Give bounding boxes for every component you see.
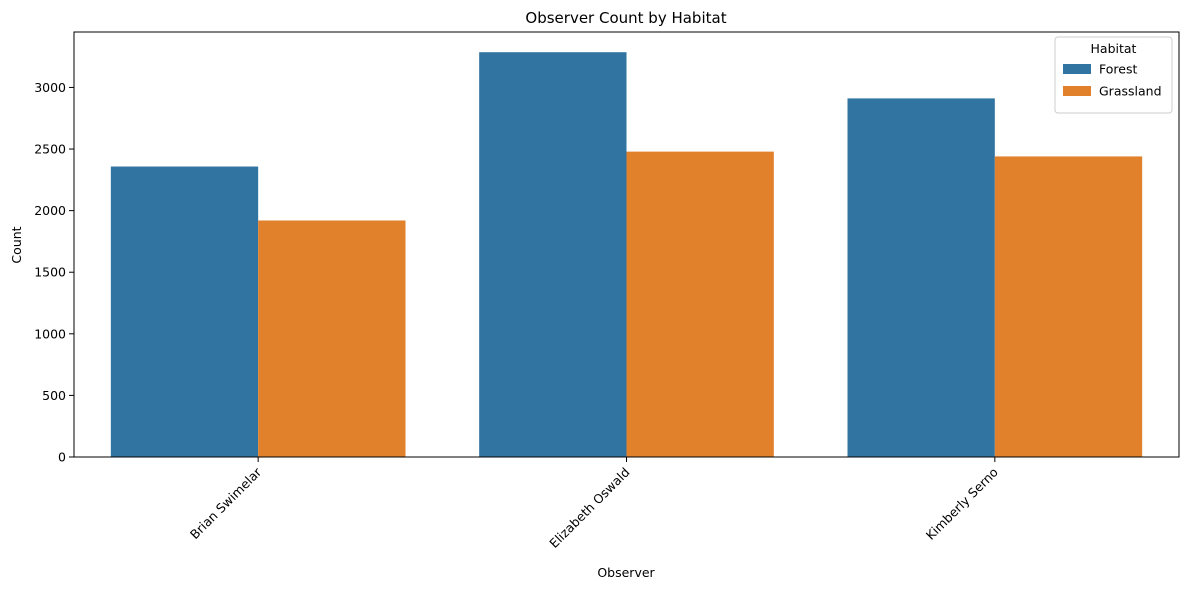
y-tick-label: 3000 [34, 80, 66, 95]
legend-title: Habitat [1091, 41, 1137, 56]
bar-forest-2 [847, 98, 995, 457]
bar-grassland-1 [626, 151, 774, 457]
legend-swatch-forest [1063, 64, 1091, 74]
legend: Habitat Forest Grassland [1054, 36, 1173, 114]
bar-forest-0 [110, 166, 259, 458]
y-tick-label: 1000 [34, 326, 66, 341]
y-axis-label: Count [9, 226, 24, 263]
y-tick-label: 1500 [34, 265, 66, 280]
y-tick-label: 2000 [34, 203, 66, 218]
x-tick-label: Elizabeth Oswald [546, 465, 632, 551]
plot-area: 0 500 1000 1500 2000 2500 3000 Brian Swimelar El… [34, 31, 1180, 551]
y-tick-label: 2500 [34, 142, 66, 157]
bar-grassland-2 [994, 156, 1143, 457]
x-tick-label: Kimberly Serno [923, 465, 1001, 543]
y-tick-label: 0 [58, 450, 66, 465]
bar-forest-1 [479, 52, 627, 457]
chart-title: Observer Count by Habitat [525, 9, 726, 27]
y-tick-label: 500 [42, 388, 66, 403]
x-axis-label: Observer [597, 565, 655, 580]
bar-grassland-0 [258, 220, 406, 457]
x-tick-label: Brian Swimelar [187, 464, 265, 542]
legend-swatch-grassland [1063, 86, 1091, 96]
legend-entry-grassland: Grassland [1099, 84, 1162, 99]
legend-entry-forest: Forest [1099, 62, 1137, 77]
